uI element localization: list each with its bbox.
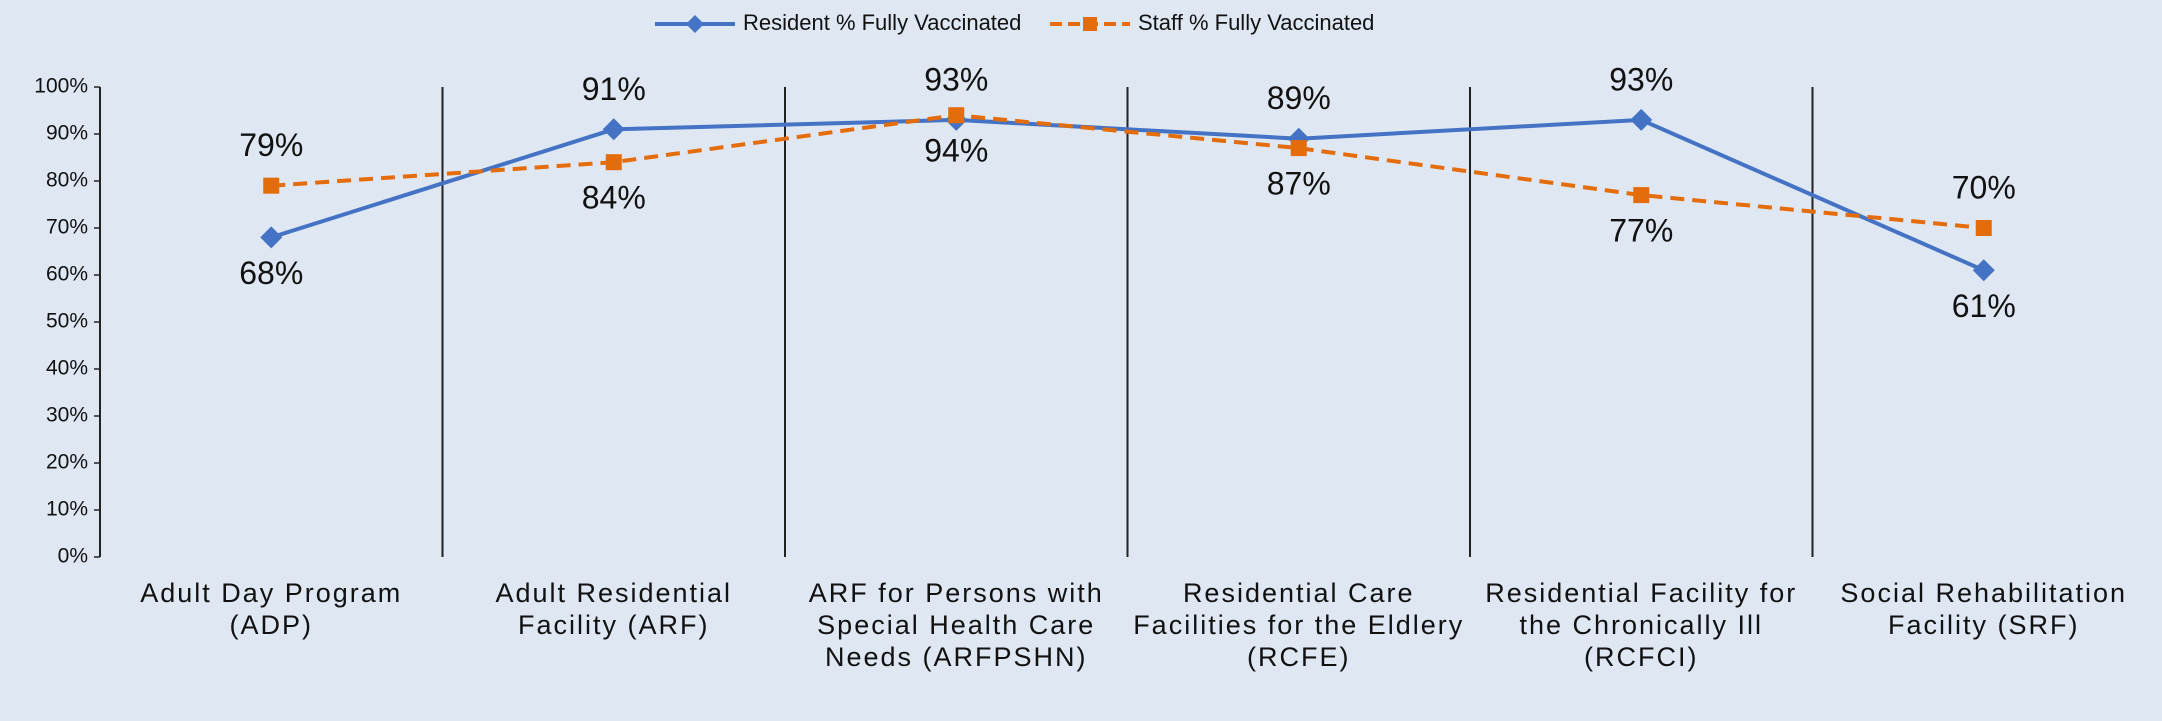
point bbox=[1633, 187, 1650, 204]
point bbox=[1630, 108, 1653, 131]
x-tick-label-box: Residential Facility for the Chronically… bbox=[1485, 578, 1798, 672]
point bbox=[948, 107, 965, 124]
y-tick-label: 90% bbox=[46, 122, 88, 145]
data-label: 70% bbox=[1952, 169, 2016, 205]
data-label: 93% bbox=[1609, 61, 1673, 97]
point bbox=[1972, 259, 1995, 282]
y-tick-label: 20% bbox=[46, 451, 88, 474]
data-label: 68% bbox=[239, 255, 303, 291]
series-line bbox=[271, 113, 1984, 230]
y-tick-label: 80% bbox=[46, 169, 88, 192]
x-tick-label: ARF for Persons with Special Health Care… bbox=[808, 578, 1104, 672]
data-label: 79% bbox=[239, 127, 303, 163]
point bbox=[605, 154, 622, 171]
x-tick-label-box: Adult Residential Facility (ARF) bbox=[495, 578, 733, 640]
x-tick-label: Residential Care Facilities for the Eldl… bbox=[1133, 578, 1465, 672]
point bbox=[263, 177, 280, 194]
legend-marker bbox=[686, 15, 704, 33]
x-tick-label-box: Residential Care Facilities for the Eldl… bbox=[1133, 578, 1465, 672]
data-label: 77% bbox=[1609, 213, 1673, 249]
x-tick-label: Social Rehabilitation Facility (SRF) bbox=[1840, 578, 2128, 640]
x-tick-label: Residential Facility for the Chronically… bbox=[1485, 578, 1798, 672]
legend-marker bbox=[1083, 17, 1097, 31]
data-label: 91% bbox=[582, 71, 646, 107]
legend-label: Staff % Fully Vaccinated bbox=[1138, 10, 1374, 35]
data-label: 93% bbox=[924, 61, 988, 97]
series-line bbox=[270, 117, 1985, 273]
y-tick-label: 10% bbox=[46, 498, 88, 521]
y-tick-label: 60% bbox=[46, 263, 88, 286]
y-tick-label: 40% bbox=[46, 357, 88, 380]
x-tick-label-box: Adult Day Program (ADP) bbox=[140, 578, 403, 640]
data-label: 87% bbox=[1267, 166, 1331, 202]
data-label: 94% bbox=[924, 133, 988, 169]
x-tick-label: Adult Day Program (ADP) bbox=[140, 578, 403, 640]
x-tick-label-box: ARF for Persons with Special Health Care… bbox=[808, 578, 1104, 672]
data-label: 61% bbox=[1952, 288, 2016, 324]
point bbox=[1975, 220, 1992, 236]
point bbox=[1290, 140, 1307, 157]
y-tick-label: 70% bbox=[46, 216, 88, 239]
y-tick-label: 0% bbox=[58, 545, 88, 568]
legend-label: Resident % Fully Vaccinated bbox=[743, 10, 1021, 35]
data-label: 84% bbox=[582, 180, 646, 216]
x-tick-label-box: Social Rehabilitation Facility (SRF) bbox=[1840, 578, 2128, 640]
y-tick-label: 50% bbox=[46, 310, 88, 333]
x-tick-label: Adult Residential Facility (ARF) bbox=[495, 578, 733, 640]
point bbox=[602, 118, 625, 141]
y-tick-label: 100% bbox=[34, 75, 88, 98]
data-label: 89% bbox=[1267, 80, 1331, 116]
point bbox=[260, 226, 283, 249]
y-tick-label: 30% bbox=[46, 404, 88, 427]
